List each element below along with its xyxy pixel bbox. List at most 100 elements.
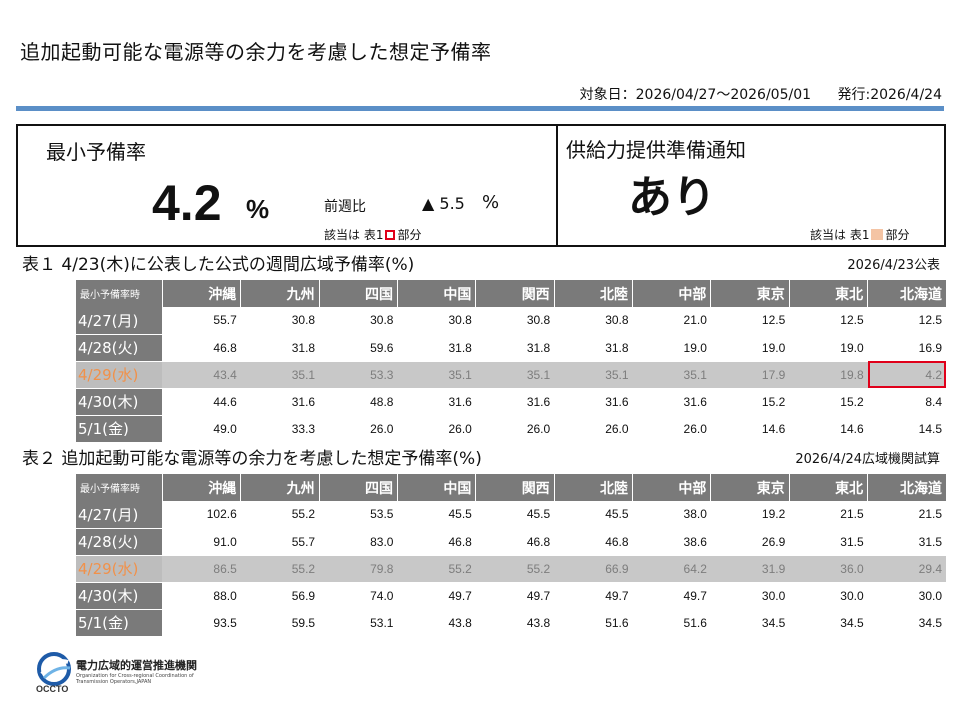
table-header-row: 最小予備率時 沖縄 九州 四国 中国 関西 北陸 中部 東京 東北 北海道 <box>76 280 946 307</box>
column-header: 沖縄 <box>161 474 241 501</box>
table-cell: 30.0 <box>789 582 868 610</box>
table-cell: 38.0 <box>632 501 711 529</box>
row-date: 4/30(木) <box>76 388 163 416</box>
table-cell: 49.7 <box>397 582 476 610</box>
table-cell: 55.2 <box>240 501 320 529</box>
meta-line: 対象日：2026/04/27～2026/05/01 発行:2026/4/24 <box>558 84 942 104</box>
table-cell: 34.5 <box>867 609 946 637</box>
column-header: 関西 <box>475 474 555 501</box>
table-cell: 31.6 <box>240 388 320 416</box>
table-cell: 88.0 <box>162 582 241 610</box>
table-cell: 31.8 <box>240 334 320 362</box>
table2: 最小予備率時 沖縄 九州 四国 中国 関西 北陸 中部 東京 東北 北海道 4/27(月) 102.6 5… <box>76 474 946 637</box>
table-cell: 48.8 <box>319 388 398 416</box>
table-cell: 49.0 <box>162 415 241 443</box>
table-cell: 43.4 <box>162 361 241 389</box>
issued-date: 発行:2026/4/24 <box>837 87 942 103</box>
table-cell: 35.1 <box>632 361 711 389</box>
table2-date: 2026/4/24広域機関試算 <box>795 452 940 467</box>
table-cell: 53.1 <box>319 609 398 637</box>
table-cell: 49.7 <box>554 582 633 610</box>
table-row: 4/30(木) 88.0 56.9 74.0 49.7 49.7 49.7 49.7 30.0 3… <box>76 582 946 610</box>
table-row: 5/1(金) 49.0 33.3 26.0 26.0 26.0 26.0 26.0 14.6 14… <box>76 415 946 443</box>
table-cell: 30.8 <box>397 307 476 335</box>
table-cell: 34.5 <box>710 609 790 637</box>
min-reserve-cell: 4.2 <box>867 361 946 389</box>
table-cell: 31.6 <box>475 388 555 416</box>
table-row: 5/1(金) 93.5 59.5 53.1 43.8 43.8 51.6 51.6 34.5 34… <box>76 609 946 637</box>
row-date: 4/29(水) <box>76 555 163 583</box>
table-cell: 46.8 <box>162 334 241 362</box>
column-header: 東京 <box>710 474 790 501</box>
table-cell: 91.0 <box>162 528 241 556</box>
table-row: 4/27(月) 55.7 30.8 30.8 30.8 30.8 30.8 21.0 12.5 1… <box>76 307 946 335</box>
table-cell: 21.5 <box>867 501 946 529</box>
table-cell: 55.7 <box>162 307 241 335</box>
table-cell: 8.4 <box>867 388 946 416</box>
table-cell: 56.9 <box>240 582 320 610</box>
min-reserve-note: 該当は 表1 部分 <box>324 226 421 243</box>
table-cell: 46.8 <box>554 528 633 556</box>
table-cell: 19.0 <box>632 334 711 362</box>
table-cell: 74.0 <box>319 582 398 610</box>
table-cell: 45.5 <box>554 501 633 529</box>
table-cell: 45.5 <box>397 501 476 529</box>
note2-prefix: 該当は 表1 <box>810 228 870 242</box>
row-date: 4/29(水) <box>76 361 163 389</box>
table-cell: 43.8 <box>475 609 555 637</box>
occto-logo-icon <box>37 652 71 686</box>
table-cell: 35.1 <box>475 361 555 389</box>
table-cell: 34.5 <box>789 609 868 637</box>
table-cell: 30.0 <box>710 582 790 610</box>
prev-week-value: ▲ 5.5 <box>422 194 465 213</box>
table-cell: 43.8 <box>397 609 476 637</box>
table-cell: 12.5 <box>867 307 946 335</box>
table-cell: 59.5 <box>240 609 320 637</box>
row-date: 4/30(木) <box>76 582 163 610</box>
table-cell: 53.5 <box>319 501 398 529</box>
table-cell: 19.2 <box>710 501 790 529</box>
org-name: 電力広域的運営推進機関 <box>76 659 197 672</box>
table-cell: 26.0 <box>319 415 398 443</box>
column-header: 北海道 <box>867 474 946 501</box>
column-header: 沖縄 <box>161 280 241 307</box>
table-cell: 93.5 <box>162 609 241 637</box>
table-cell: 21.5 <box>789 501 868 529</box>
summary-divider <box>556 126 558 245</box>
table-row: 4/27(月) 102.6 55.2 53.5 45.5 45.5 45.5 38.0 19.2… <box>76 501 946 529</box>
column-header: 九州 <box>240 474 320 501</box>
note1-prefix: 該当は 表1 <box>324 228 384 242</box>
table-row: 4/29(水) 43.4 35.1 53.3 35.1 35.1 35.1 35.1 17.9 1… <box>76 361 946 389</box>
column-header: 北陸 <box>553 474 633 501</box>
table-cell: 26.0 <box>632 415 711 443</box>
supply-notice-value: あり <box>628 172 716 223</box>
table-cell: 55.2 <box>475 555 555 583</box>
table-cell: 12.5 <box>789 307 868 335</box>
table-cell: 30.8 <box>475 307 555 335</box>
column-header-corner: 最小予備率時 <box>76 280 163 307</box>
column-header: 東北 <box>788 280 868 307</box>
row-date: 5/1(金) <box>76 609 163 637</box>
table-cell: 46.8 <box>397 528 476 556</box>
table-cell: 14.6 <box>710 415 790 443</box>
table-cell: 44.6 <box>162 388 241 416</box>
header-rule <box>16 106 944 111</box>
prev-week-unit: % <box>482 192 500 213</box>
table-cell: 102.6 <box>162 501 241 529</box>
column-header: 中国 <box>396 280 476 307</box>
table-cell: 12.5 <box>710 307 790 335</box>
red-box-icon <box>385 230 396 240</box>
table-cell: 35.1 <box>554 361 633 389</box>
table-cell: 35.1 <box>397 361 476 389</box>
column-header: 九州 <box>240 280 320 307</box>
table-cell: 30.8 <box>240 307 320 335</box>
column-header: 四国 <box>318 280 398 307</box>
table-cell: 31.6 <box>632 388 711 416</box>
table-cell: 21.0 <box>632 307 711 335</box>
column-header: 中国 <box>396 474 476 501</box>
supply-notice-note: 該当は 表1 部分 <box>810 226 909 243</box>
table-row: 4/29(水) 86.5 55.2 79.8 55.2 55.2 66.9 64.2 31.9 3… <box>76 555 946 583</box>
table-cell: 36.0 <box>789 555 868 583</box>
table-cell: 51.6 <box>632 609 711 637</box>
table-cell: 64.2 <box>632 555 711 583</box>
